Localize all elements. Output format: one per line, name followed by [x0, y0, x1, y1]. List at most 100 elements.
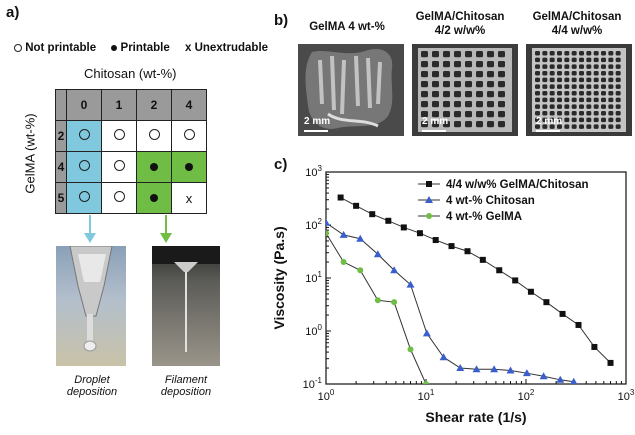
scaffold-pore — [432, 51, 439, 58]
y-tick-label: 10-1 — [303, 376, 323, 391]
scaffold-pore — [454, 121, 461, 128]
scaffold-pore — [465, 121, 472, 128]
data-point — [407, 346, 414, 353]
arrows — [84, 215, 172, 243]
scaffold-pore — [542, 111, 548, 116]
scaffold-pore — [615, 91, 621, 96]
scaffold-pore — [421, 121, 428, 128]
scaffold-pore — [586, 91, 592, 96]
table-cell — [101, 151, 137, 183]
data-point — [326, 218, 330, 226]
scaffold-pore — [421, 71, 428, 78]
scaffold-pore — [579, 84, 584, 89]
scaffold-pore — [557, 77, 562, 83]
chitosan-axis-title: Chitosan (wt-%) — [84, 66, 177, 81]
scaffold-pore — [564, 77, 570, 83]
scaffold-pore — [498, 61, 505, 68]
scaffold-pore — [601, 111, 606, 116]
scaffold-pore — [476, 101, 483, 108]
scaffold-pore — [557, 71, 562, 76]
scaffold-pore — [586, 111, 592, 116]
scaffold-pore — [579, 77, 584, 83]
gelma-chitosan-42-image: 2 mm — [412, 44, 518, 136]
scaffold-pore — [615, 64, 621, 69]
scaffold-pore — [498, 91, 505, 98]
scaffold-pore — [443, 91, 450, 98]
scaffold-pore — [608, 51, 614, 56]
scaffold-pore — [564, 124, 570, 129]
scaffold-pore — [542, 91, 548, 96]
scaffold-pore — [571, 71, 577, 76]
legend-printable: Printable — [120, 42, 170, 54]
y-tick-label: 100 — [305, 323, 322, 338]
scaffold-pore — [432, 111, 439, 118]
data-point — [556, 375, 565, 383]
data-point — [385, 217, 392, 224]
scale-label-1: 2 mm — [304, 116, 331, 127]
scaffold-pore — [535, 51, 540, 56]
scaffold-pore — [601, 77, 606, 83]
table-cell — [66, 182, 102, 214]
scaffold-pore — [535, 64, 540, 69]
scaffold-pore — [608, 71, 614, 76]
scaffold-pore — [608, 84, 614, 89]
scaffold-pore — [476, 121, 483, 128]
data-point — [479, 256, 486, 263]
scaffold-pore — [579, 51, 584, 56]
scaffold-pore — [498, 71, 505, 78]
scaffold-pore — [454, 91, 461, 98]
scaffold-pore — [549, 117, 555, 123]
x-tick-label: 102 — [518, 388, 535, 403]
scaffold-pore — [593, 111, 599, 116]
data-point — [340, 259, 347, 266]
scaffold-pore — [557, 57, 562, 63]
scaffold-pore — [615, 97, 621, 103]
scaffold-pore — [549, 104, 555, 109]
data-point — [423, 381, 429, 384]
not-printable-symbol — [113, 129, 125, 140]
scaffold-pore — [557, 97, 562, 103]
printable-symbol — [185, 163, 193, 171]
scaffold-pore — [579, 104, 584, 109]
image-1-title: GelMA 4 wt-% — [309, 21, 385, 33]
scaffold-pore — [615, 77, 621, 83]
scale-label-3: 2 mm — [536, 116, 563, 127]
scaffold-pore — [549, 77, 555, 83]
scaffold-pore — [465, 111, 472, 118]
scaffold-pore — [549, 71, 555, 76]
scaffold-pore — [542, 64, 548, 69]
gelma-scaffold-image: 2 mm — [298, 44, 404, 136]
data-point — [490, 365, 499, 373]
scaffold-pore — [421, 101, 428, 108]
scaffold-pore — [549, 51, 555, 56]
x-tick-label: 103 — [618, 388, 635, 403]
data-point — [432, 237, 439, 244]
scaffold-pore — [579, 91, 584, 96]
scaffold-pore — [542, 57, 548, 63]
scaffold-pore — [557, 124, 562, 129]
data-point — [522, 369, 531, 377]
scaffold-pore — [421, 51, 428, 58]
scaffold-pore — [535, 97, 540, 103]
legend-marker — [425, 196, 433, 203]
scaffold-pore — [571, 77, 577, 83]
table-cell: x — [171, 182, 207, 214]
scaffold-pore — [535, 84, 540, 89]
scaffold-pore — [443, 121, 450, 128]
scaffold-pore — [487, 61, 494, 68]
not-printable-symbol — [183, 129, 195, 140]
droplet-photo — [56, 246, 126, 366]
scaffold-pore — [601, 117, 606, 123]
scaffold-pore — [557, 91, 562, 96]
scaffold-pore — [535, 104, 540, 109]
scaffold-pore — [586, 97, 592, 103]
scaffold-pore — [593, 97, 599, 103]
scaffold-pore — [579, 97, 584, 103]
scaffold-pore — [542, 71, 548, 76]
scaffold-pore — [535, 57, 540, 63]
panel-c-label: c) — [274, 156, 288, 173]
not-printable-symbol — [78, 160, 90, 171]
scaffold-pore — [579, 117, 584, 123]
scaffold-pore — [421, 81, 428, 88]
scaffold-pore — [487, 71, 494, 78]
